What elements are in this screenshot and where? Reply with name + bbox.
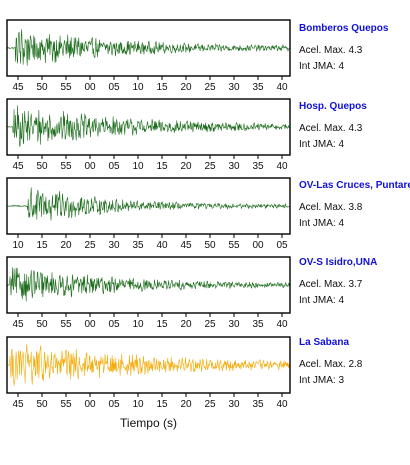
tick-label: 25 — [204, 82, 216, 93]
tick-label: 15 — [156, 82, 168, 93]
accel-label-3: Acel. Max. 3.7 — [299, 279, 363, 290]
tick-label: 35 — [252, 82, 264, 93]
tick-label: 25 — [84, 240, 96, 251]
tick-label: 50 — [204, 240, 216, 251]
tick-label: 00 — [252, 240, 264, 251]
panel-3: 45 50 55 00 05 10 15 20 25 30 35 40 — [6, 256, 291, 330]
tick-label: 00 — [84, 399, 96, 410]
tick-label: 05 — [108, 319, 120, 330]
panel-frame-2 — [6, 177, 291, 235]
tick-label: 25 — [204, 399, 216, 410]
tick-label: 50 — [36, 319, 48, 330]
panel-0: 45 50 55 00 05 10 15 20 25 30 35 40 — [6, 19, 291, 93]
tick-label: 35 — [132, 240, 144, 251]
tick-label: 45 — [12, 161, 24, 172]
tick-label: 30 — [228, 161, 240, 172]
station-name-3: OV-S Isidro,UNA — [299, 257, 378, 268]
tick-label: 00 — [84, 161, 96, 172]
tick-label: 10 — [132, 82, 144, 93]
tick-label: 55 — [60, 161, 72, 172]
tick-label: 20 — [60, 240, 72, 251]
waveform-trace-4 — [6, 344, 291, 386]
tick-label: 45 — [12, 82, 24, 93]
tick-label: 35 — [252, 161, 264, 172]
panel-info-4: La Sabana Acel. Max. 2.8 Int JMA: 3 — [299, 337, 410, 386]
tick-label: 00 — [84, 319, 96, 330]
intensity-label-0: Int JMA: 4 — [299, 61, 345, 72]
tick-label: 45 — [12, 399, 24, 410]
tick-label: 10 — [132, 319, 144, 330]
tick-label: 05 — [108, 82, 120, 93]
panel-4: 45 50 55 00 05 10 15 20 25 30 35 40 — [6, 336, 291, 410]
intensity-label-2: Int JMA: 4 — [299, 218, 345, 229]
tick-label: 00 — [84, 82, 96, 93]
station-name-4: La Sabana — [299, 337, 350, 348]
tick-label: 55 — [60, 399, 72, 410]
tick-label: 30 — [228, 82, 240, 93]
tick-label: 10 — [132, 161, 144, 172]
station-name-0: Bomberos Quepos — [299, 23, 389, 34]
panel-info-2: OV-Las Cruces, Puntarenas Acel. Max. 3.8… — [299, 180, 410, 229]
tick-label: 50 — [36, 399, 48, 410]
panel-info-0: Bomberos Quepos Acel. Max. 4.3 Int JMA: … — [299, 23, 410, 72]
intensity-label-1: Int JMA: 4 — [299, 139, 345, 150]
tick-label: 15 — [156, 399, 168, 410]
tick-label: 40 — [276, 161, 288, 172]
tick-label: 20 — [180, 161, 192, 172]
tick-label: 40 — [276, 399, 288, 410]
panel-frame-0 — [6, 19, 291, 77]
tick-label: 40 — [276, 319, 288, 330]
panel-frame-4 — [6, 336, 291, 394]
tick-label: 55 — [60, 82, 72, 93]
panel-info-3: OV-S Isidro,UNA Acel. Max. 3.7 Int JMA: … — [299, 257, 410, 306]
x-axis-label: Tiempo (s) — [120, 416, 177, 430]
accel-label-2: Acel. Max. 3.8 — [299, 202, 363, 213]
tick-label: 20 — [180, 399, 192, 410]
waveform-trace-1 — [6, 105, 291, 147]
intensity-label-4: Int JMA: 3 — [299, 375, 345, 386]
tick-label: 50 — [36, 161, 48, 172]
tick-label: 30 — [228, 399, 240, 410]
tick-label: 55 — [60, 319, 72, 330]
tick-label: 25 — [204, 319, 216, 330]
station-name-1: Hosp. Quepos — [299, 101, 367, 112]
tick-label: 10 — [132, 399, 144, 410]
panel-1: 45 50 55 00 05 10 15 20 25 30 35 40 — [6, 98, 291, 172]
waveform-trace-2 — [6, 187, 291, 221]
tick-label: 30 — [108, 240, 120, 251]
tick-label: 15 — [156, 161, 168, 172]
tick-label: 30 — [228, 319, 240, 330]
tick-label: 10 — [12, 240, 24, 251]
panel-frame-3 — [6, 256, 291, 314]
tick-label: 45 — [12, 319, 24, 330]
panel-2: 10 15 20 25 30 35 40 45 50 55 00 05 — [6, 177, 291, 251]
waveform-trace-0 — [6, 29, 291, 66]
station-name-2: OV-Las Cruces, Puntarenas — [299, 180, 410, 191]
tick-label: 05 — [108, 161, 120, 172]
tick-label: 45 — [180, 240, 192, 251]
tick-label: 05 — [108, 399, 120, 410]
panel-info-1: Hosp. Quepos Acel. Max. 4.3 Int JMA: 4 — [299, 101, 410, 150]
tick-label: 35 — [252, 319, 264, 330]
panel-frame-1 — [6, 98, 291, 156]
tick-label: 15 — [156, 319, 168, 330]
intensity-label-3: Int JMA: 4 — [299, 295, 345, 306]
tick-label: 40 — [276, 82, 288, 93]
tick-label: 35 — [252, 399, 264, 410]
tick-label: 20 — [180, 82, 192, 93]
accel-label-1: Acel. Max. 4.3 — [299, 123, 363, 134]
accel-label-0: Acel. Max. 4.3 — [299, 45, 363, 56]
tick-label: 50 — [36, 82, 48, 93]
tick-label: 25 — [204, 161, 216, 172]
waveform-trace-3 — [6, 267, 291, 302]
tick-label: 15 — [36, 240, 48, 251]
tick-label: 05 — [276, 240, 288, 251]
tick-label: 55 — [228, 240, 240, 251]
tick-label: 40 — [156, 240, 168, 251]
accel-label-4: Acel. Max. 2.8 — [299, 359, 363, 370]
tick-label: 20 — [180, 319, 192, 330]
